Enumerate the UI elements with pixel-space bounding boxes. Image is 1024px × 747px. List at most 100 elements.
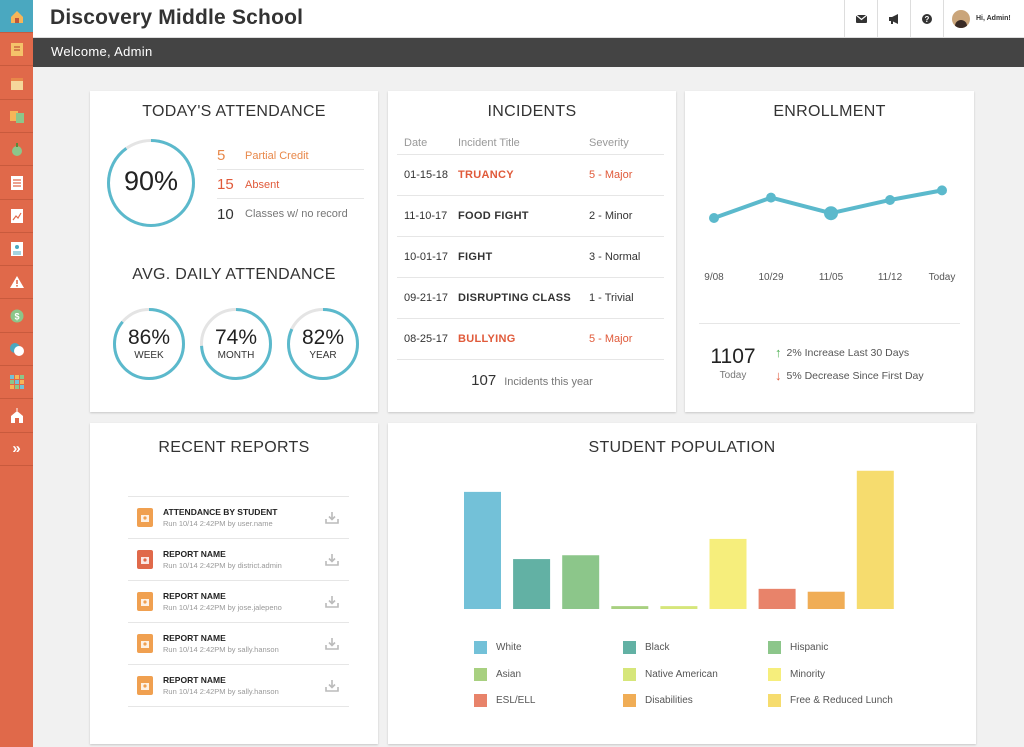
enrollment-point[interactable] bbox=[937, 185, 947, 196]
report-file-icon bbox=[137, 550, 153, 569]
school-icon bbox=[10, 407, 23, 423]
sidebar-item-list[interactable] bbox=[0, 167, 33, 200]
report-name: REPORT NAME bbox=[163, 633, 226, 643]
col-severity[interactable]: Severity bbox=[589, 136, 629, 149]
legend-item: White bbox=[474, 641, 522, 654]
enrollment-count: 1107 bbox=[710, 345, 756, 368]
enrollment-increase: ↑ 2% Increase Last 30 Days bbox=[775, 345, 909, 360]
attendance-title: TODAY'S ATTENDANCE bbox=[142, 103, 326, 120]
report-row[interactable]: ATTENDANCE BY STUDENT Run 10/14 2:42PM by… bbox=[128, 496, 349, 538]
enrollment-x-tick: 11/05 bbox=[819, 272, 844, 283]
population-bar-hispanic[interactable] bbox=[562, 555, 600, 609]
announcements-button[interactable] bbox=[877, 0, 910, 37]
download-icon[interactable] bbox=[323, 553, 341, 566]
report-row[interactable]: REPORT NAME Run 10/14 2:42PM by sally.han… bbox=[128, 622, 349, 664]
population-bar-white[interactable] bbox=[464, 491, 501, 609]
grid-icon bbox=[9, 375, 24, 390]
legend-item: Disabilities bbox=[623, 694, 693, 707]
enrollment-card: ENROLLMENT 9/08 10/29 11/05 11/12 Today 1107… bbox=[685, 91, 974, 412]
incident-title: FIGHT bbox=[458, 251, 493, 263]
attendance-stat-count: 5 bbox=[217, 147, 226, 164]
divider bbox=[128, 706, 349, 707]
sidebar-item-chat[interactable] bbox=[0, 333, 33, 366]
megaphone-icon bbox=[889, 13, 898, 24]
population-bar-native-american[interactable] bbox=[660, 606, 698, 609]
legend-swatch bbox=[768, 641, 781, 654]
legend-item: Free & Reduced Lunch bbox=[768, 694, 893, 707]
population-bar-esl-ell[interactable] bbox=[758, 588, 796, 609]
col-incident-title[interactable]: Incident Title bbox=[458, 136, 520, 149]
enrollment-x-tick: Today bbox=[929, 272, 956, 283]
enrollment-point[interactable] bbox=[885, 195, 895, 205]
today-attendance-ring: 90% bbox=[106, 138, 196, 228]
legend-label: Hispanic bbox=[790, 642, 829, 653]
report-row[interactable]: REPORT NAME Run 10/14 2:42PM by sally.han… bbox=[128, 664, 349, 706]
population-bar-disabilities[interactable] bbox=[807, 591, 845, 609]
population-bar-free-reduced-lunch[interactable] bbox=[856, 470, 894, 609]
report-name: REPORT NAME bbox=[163, 591, 226, 601]
incident-title: TRUANCY bbox=[458, 169, 514, 181]
incident-title: FOOD FIGHT bbox=[458, 210, 529, 222]
divider bbox=[699, 323, 960, 324]
population-bar-asian[interactable] bbox=[611, 606, 649, 609]
ring-gauge bbox=[113, 308, 185, 380]
welcome-banner: Welcome, Admin bbox=[33, 38, 1024, 67]
sidebar-item-expand[interactable]: » bbox=[0, 433, 33, 466]
calendar-icon bbox=[10, 77, 23, 90]
incident-row[interactable]: 08-25-17 BULLYING 5 - Major bbox=[397, 319, 664, 360]
reports-title: RECENT REPORTS bbox=[158, 439, 310, 456]
home-icon bbox=[10, 11, 23, 23]
sidebar-item-warning[interactable] bbox=[0, 266, 33, 300]
incident-row[interactable]: 09-21-17 DISRUPTING CLASS 1 - Trivial bbox=[397, 278, 664, 319]
legend-label: White bbox=[496, 642, 522, 653]
user-greeting: Hi, Admin! bbox=[976, 15, 1011, 22]
incident-severity: 3 - Normal bbox=[589, 251, 641, 263]
enrollment-point[interactable] bbox=[766, 192, 776, 203]
mail-icon bbox=[855, 14, 867, 23]
incident-row[interactable]: 11-10-17 FOOD FIGHT 2 - Minor bbox=[397, 196, 664, 237]
col-date[interactable]: Date bbox=[404, 136, 428, 149]
attendance-stat-label: Partial Credit bbox=[245, 149, 309, 162]
report-row[interactable]: REPORT NAME Run 10/14 2:42PM by jose.jale… bbox=[128, 580, 349, 622]
sidebar-item-id-card[interactable] bbox=[0, 233, 33, 267]
sidebar-item-documents[interactable] bbox=[0, 100, 33, 133]
enrollment-point[interactable] bbox=[709, 213, 719, 223]
population-bar-black[interactable] bbox=[513, 559, 551, 609]
sidebar-item-school[interactable] bbox=[0, 400, 33, 433]
population-bar-minority[interactable] bbox=[709, 538, 747, 609]
incidents-card: INCIDENTS Date Incident Title Severity 0… bbox=[388, 91, 676, 412]
mail-button[interactable] bbox=[844, 0, 877, 37]
legend-item: Hispanic bbox=[768, 641, 828, 654]
incident-row[interactable]: 01-15-18 TRUANCY 5 - Major bbox=[397, 155, 664, 196]
help-icon: ? bbox=[922, 13, 932, 24]
incident-severity: 5 - Major bbox=[589, 333, 633, 345]
report-name: ATTENDANCE BY STUDENT bbox=[163, 507, 278, 517]
sidebar-item-notebook[interactable] bbox=[0, 33, 33, 67]
sidebar-item-dollar[interactable]: $ bbox=[0, 300, 33, 333]
enrollment-x-tick: 11/12 bbox=[878, 272, 903, 283]
download-icon[interactable] bbox=[323, 637, 341, 650]
sidebar-item-grid[interactable] bbox=[0, 366, 33, 400]
enrollment-decrease: ↓ 5% Decrease Since First Day bbox=[775, 368, 924, 383]
ring-gauge bbox=[107, 139, 195, 227]
sidebar-item-apple[interactable] bbox=[0, 133, 33, 167]
report-row[interactable]: REPORT NAME Run 10/14 2:42PM by district.… bbox=[128, 538, 349, 580]
ring-fill bbox=[200, 308, 272, 380]
download-icon[interactable] bbox=[323, 679, 341, 692]
sidebar-item-report[interactable] bbox=[0, 200, 33, 233]
avg-attendance-label: MONTH bbox=[217, 350, 255, 361]
attendance-stat-count: 15 bbox=[217, 176, 234, 193]
sidebar-item-calendar[interactable] bbox=[0, 67, 33, 100]
incident-row[interactable]: 10-01-17 FIGHT 3 - Normal bbox=[397, 237, 664, 278]
avg-attendance-value: 86% bbox=[127, 326, 171, 349]
enrollment-point[interactable] bbox=[824, 206, 838, 221]
help-button[interactable]: ? bbox=[910, 0, 943, 37]
download-icon[interactable] bbox=[323, 511, 341, 524]
report-run-info: Run 10/14 2:42PM by district.admin bbox=[163, 561, 282, 570]
sidebar: $» bbox=[0, 0, 33, 747]
legend-swatch bbox=[623, 694, 636, 707]
incident-date: 10-01-17 bbox=[404, 251, 449, 263]
download-icon[interactable] bbox=[323, 595, 341, 608]
user-menu[interactable]: Hi, Admin! bbox=[943, 0, 1024, 37]
sidebar-item-home[interactable] bbox=[0, 0, 33, 33]
